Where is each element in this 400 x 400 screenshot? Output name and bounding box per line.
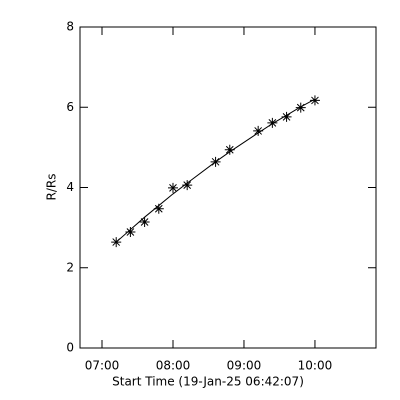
y-tick-label: 6 [66,100,74,114]
data-point [267,117,278,128]
data-point [125,227,136,238]
data-point [309,95,320,106]
x-axis-label: Start Time (19-Jan-25 06:42:07) [112,375,304,389]
data-point [253,125,264,136]
data-point [224,144,235,155]
y-tick-label: 2 [66,260,74,274]
data-point [295,102,306,113]
x-tick-label: 10:00 [298,359,333,373]
y-tick-label: 8 [66,20,74,34]
plot-frame [79,26,377,349]
data-point [167,182,178,193]
y-axis-label: R/Rs [45,174,59,201]
data-point [182,180,193,191]
x-tick-label: 07:00 [85,359,120,373]
data-point [139,217,150,228]
fit-line [115,98,316,243]
y-tick-label: 0 [66,341,74,355]
x-tick-label: 09:00 [227,359,262,373]
data-point [153,203,164,214]
x-tick-label: 08:00 [156,359,191,373]
data-point [111,237,122,248]
y-tick-label: 4 [66,180,74,194]
data-point [281,111,292,122]
